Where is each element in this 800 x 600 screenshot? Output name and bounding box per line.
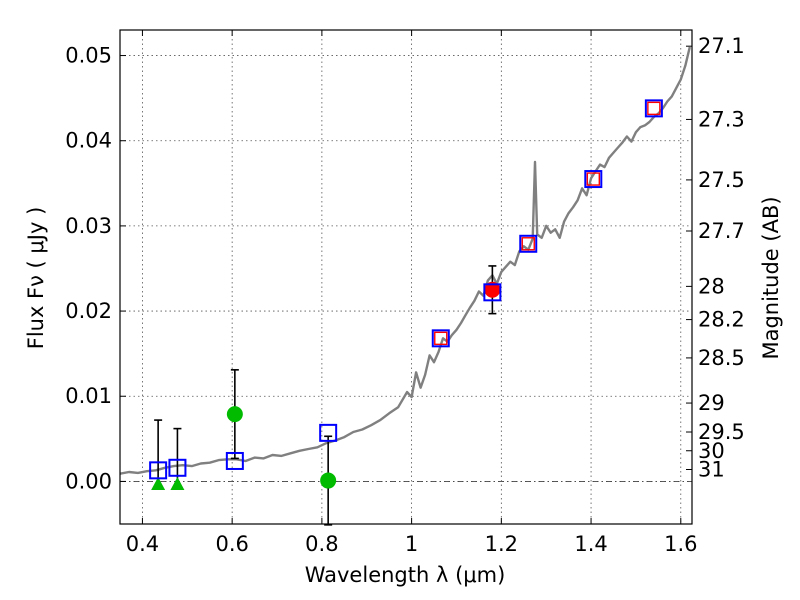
red-point — [484, 281, 501, 298]
x-tick-label: 0.4 — [126, 532, 159, 556]
blue-square — [483, 283, 502, 302]
blue-square — [168, 458, 187, 477]
blue-square — [431, 329, 450, 348]
x-axis-label: Wavelength λ (μm) — [305, 563, 506, 587]
y-axis-label: Flux Fν ( μJy ) — [24, 207, 48, 350]
upper-limit-triangle — [151, 476, 166, 490]
blue-square — [644, 99, 663, 118]
mag-tick-label: 29 — [698, 391, 725, 415]
blue-square — [225, 451, 244, 470]
blue-square — [519, 234, 538, 253]
mag-tick-label: 28 — [698, 274, 725, 298]
mag-tick-label: 27.3 — [698, 107, 745, 131]
mag-tick-label: 28.2 — [698, 308, 745, 332]
x-tick-label: 1 — [405, 532, 418, 556]
mag-tick-label: 30 — [698, 439, 725, 463]
x-tick-label: 0.6 — [215, 532, 248, 556]
mag-tick-label: 27.1 — [698, 34, 745, 58]
plot-area — [119, 46, 692, 526]
upper-limit-triangle — [170, 476, 185, 490]
red-square — [647, 101, 661, 116]
blue-square — [149, 461, 168, 480]
blue-square — [319, 423, 338, 442]
red-square — [586, 172, 601, 186]
spectrum-line — [119, 46, 691, 475]
blue-square — [584, 170, 603, 189]
y-tick-label: 0.00 — [65, 469, 112, 493]
right-axis-label: Magnitude (AB) — [759, 196, 783, 359]
red-square — [434, 331, 448, 346]
axes-frame — [119, 29, 693, 525]
x-tick-label: 1.2 — [485, 532, 518, 556]
mag-tick-label: 27.7 — [698, 219, 745, 243]
y-tick-label: 0.03 — [65, 214, 112, 238]
green-point — [226, 406, 243, 423]
green-point — [320, 472, 337, 489]
ticks: 0.4 0.6 0.8 1 1.2 1.4 1.6 0.00 0.01 0.02 0.03 0.04 0… — [65, 30, 745, 556]
y-tick-label: 0.01 — [65, 384, 112, 408]
grid — [120, 30, 692, 524]
y-tick-label: 0.04 — [65, 129, 112, 153]
mag-tick-label: 29.5 — [698, 420, 745, 444]
x-tick-label: 0.8 — [305, 532, 338, 556]
x-tick-label: 1.6 — [664, 532, 697, 556]
y-tick-label: 0.05 — [65, 44, 112, 68]
y-tick-label: 0.02 — [65, 299, 112, 323]
x-tick-label: 1.4 — [574, 532, 607, 556]
mag-tick-label: 31 — [698, 457, 725, 481]
mag-tick-label: 28.5 — [698, 346, 745, 370]
mag-tick-label: 27.5 — [698, 168, 745, 192]
red-square — [521, 237, 535, 251]
